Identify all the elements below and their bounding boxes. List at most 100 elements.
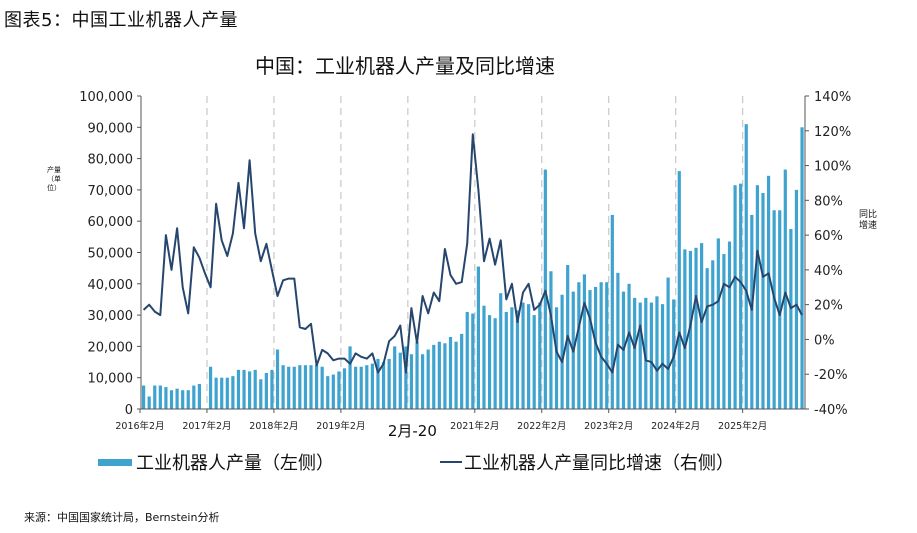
bar [504, 311, 508, 409]
bar [142, 385, 146, 409]
right-tick-label: 140% [814, 90, 851, 105]
legend-line-swatch [440, 461, 462, 463]
right-tick-labels: 140% 120% 100% 80% 60% 40% 20% 0% -20% -40% [814, 90, 851, 418]
bar [287, 366, 291, 409]
bar [739, 183, 743, 409]
bar [610, 214, 614, 409]
bar [259, 379, 263, 409]
bar [409, 354, 414, 409]
bar [208, 366, 213, 409]
right-tick-label: -20% [814, 368, 848, 383]
bar [164, 387, 168, 409]
grid-lines [206, 96, 744, 409]
left-tick-label: 90,000 [88, 121, 134, 136]
bar [593, 286, 598, 409]
bar [471, 313, 475, 409]
x-tick-label: 2016年2月 [115, 420, 164, 432]
right-tick-label: 60% [814, 229, 843, 244]
bar [186, 390, 190, 409]
bar [220, 377, 224, 409]
bar [342, 368, 347, 409]
bar [532, 315, 536, 409]
x-tick-label: 2024年2月 [651, 420, 700, 432]
bar [443, 343, 447, 409]
bar [638, 302, 642, 409]
bar [599, 282, 603, 409]
bar [487, 315, 492, 409]
bar [393, 346, 397, 409]
source-note: 来源：中国国家统计局，Bernstein分析 [24, 511, 220, 524]
bar [421, 354, 425, 409]
bar [236, 369, 241, 409]
bar [755, 185, 759, 409]
bar [789, 229, 793, 409]
bar [359, 366, 363, 409]
bar [722, 254, 726, 409]
bar [660, 304, 665, 409]
bar [214, 377, 218, 409]
bar [727, 241, 732, 409]
bar [778, 210, 782, 409]
left-tick-label: 30,000 [88, 309, 134, 324]
bar [370, 363, 374, 409]
x-tick-label: 2022年2月 [517, 420, 566, 432]
left-axis-label: 产量（单位） [47, 166, 61, 192]
bar [264, 373, 268, 409]
bar [766, 175, 771, 409]
right-tick-label: 40% [814, 264, 843, 279]
right-axis-label: 同比增速 [859, 210, 878, 231]
bar [147, 396, 151, 409]
bar [158, 385, 162, 409]
bar [426, 349, 430, 409]
x-tick-labels: 2016年2月 2017年2月 2018年2月 2019年2月 2021年2月 2022年… [115, 420, 767, 432]
bar [376, 358, 380, 409]
x-annotation: 2月-20 [387, 422, 437, 440]
bar [683, 249, 687, 409]
bar [510, 307, 514, 409]
bar [716, 238, 720, 409]
left-tick-label: 10,000 [88, 372, 134, 387]
bar [437, 341, 441, 409]
bar [331, 374, 335, 409]
bar [398, 352, 402, 409]
bar [705, 268, 709, 409]
line-series [142, 133, 803, 374]
legend-bar: 工业机器人产量（左侧） [98, 449, 334, 475]
bar [415, 341, 419, 409]
x-tick-label: 2021年2月 [450, 420, 499, 432]
bar [153, 385, 157, 409]
bar [326, 376, 330, 409]
bar [582, 274, 587, 409]
figure-label: 图表5：中国工业机器人产量 [4, 10, 238, 31]
legend-line-label: 工业机器人产量同比增速（右侧） [464, 453, 734, 474]
bar [521, 302, 525, 409]
bar [577, 282, 581, 409]
bar [181, 390, 185, 409]
legend-line: 工业机器人产量同比增速（右侧） [440, 449, 734, 475]
bar [460, 333, 464, 409]
bar [644, 297, 648, 409]
axes [137, 95, 809, 413]
bar [493, 318, 497, 409]
bar [554, 307, 559, 409]
bar [354, 366, 358, 409]
left-tick-label: 0 [125, 403, 133, 418]
bar [666, 277, 670, 409]
bar [448, 337, 453, 409]
bar [242, 369, 246, 409]
bar [337, 371, 341, 409]
bar [515, 310, 520, 409]
bar [169, 390, 174, 409]
bar [404, 346, 408, 409]
bar [175, 388, 179, 409]
bar [700, 243, 704, 409]
left-tick-label: 100,000 [79, 90, 133, 105]
bar [627, 283, 631, 409]
bar [482, 305, 486, 409]
bar [694, 247, 698, 409]
bar [314, 365, 319, 409]
x-tick-label: 2019年2月 [316, 420, 365, 432]
bar [248, 371, 252, 409]
bar [381, 362, 386, 409]
